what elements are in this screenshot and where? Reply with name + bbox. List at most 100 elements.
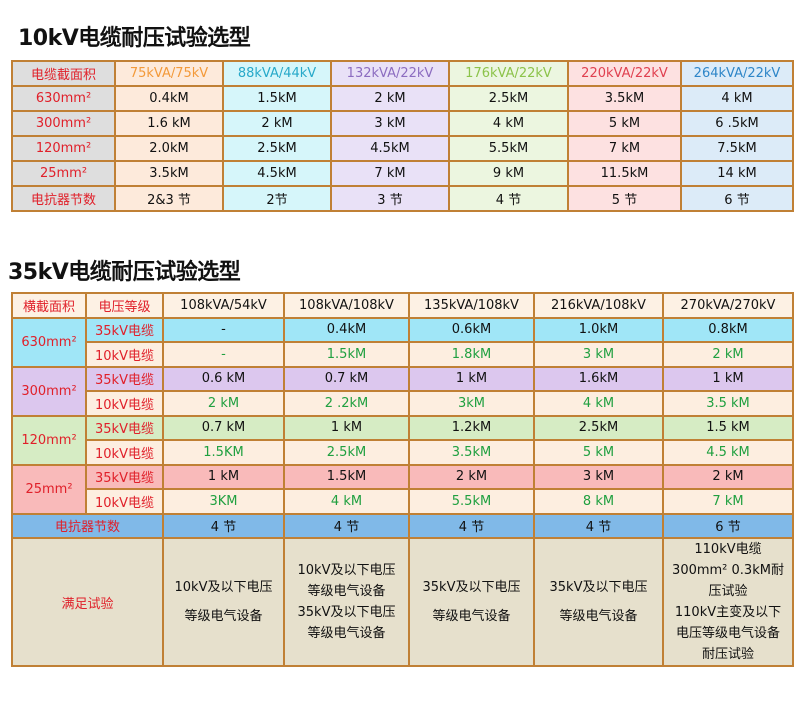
data-cell: 4 节	[448, 185, 569, 212]
satisfy-line: 10kV及以下电压	[174, 580, 273, 595]
data-cell: 0.6kM	[408, 316, 535, 343]
satisfy-line: 35kV及以下电压	[549, 580, 648, 595]
satisfy-line: 等级电气设备	[307, 584, 386, 599]
row-label: 300mm²	[11, 110, 116, 137]
data-cell: 4 kM	[680, 85, 794, 112]
data-cell: 5 节	[567, 185, 682, 212]
data-cell: 1 kM	[283, 414, 410, 441]
data-cell: 4.5kM	[330, 135, 450, 162]
data-cell: 14 kM	[680, 160, 794, 187]
data-cell: 0.7 kM	[162, 414, 285, 441]
data-cell: 1 kM	[162, 463, 285, 490]
data-cell: 1.5KM	[162, 439, 285, 466]
reactor-label: 电抗器节数	[11, 512, 164, 539]
data-cell: 9 kM	[448, 160, 569, 187]
header-cell: 220kVA/22kV	[567, 60, 682, 87]
satisfy-label: 满足试验	[11, 537, 164, 667]
data-cell: 7 kM	[567, 135, 682, 162]
data-cell: 6 .5kM	[680, 110, 794, 137]
satisfy-cell: 10kV及以下电压 等级电气设备	[162, 537, 285, 667]
satisfy-line: 35kV及以下电压	[422, 580, 521, 595]
satisfy-line: 等级电气设备	[432, 609, 511, 624]
data-cell: 2.5kM	[533, 414, 664, 441]
satisfy-line: 电压等级电气设备	[675, 626, 780, 641]
satisfy-line: 110kV主变及以下	[674, 605, 782, 620]
table-row: 10kV电缆 2 kM 2 .2kM 3kM 4 kM 3.5 kM	[12, 390, 794, 417]
satisfy-row: 满足试验 10kV及以下电压 等级电气设备 10kV及以下电压 等级电气设备 35kV及以…	[11, 537, 794, 667]
table-35kv-selection: 横截面积 电压等级 108kVA/54kV 108kVA/108kV 135kVA/10…	[11, 292, 794, 667]
data-cell: 1.5 kM	[662, 414, 794, 441]
data-cell: 3kM	[408, 390, 535, 417]
voltage-level-cell: 10kV电缆	[85, 390, 164, 417]
data-cell: 7 kM	[330, 160, 450, 187]
row-label: 25mm²	[11, 160, 116, 187]
data-cell: 7 kM	[662, 488, 794, 515]
data-cell: 5.5kM	[408, 488, 535, 515]
data-cell: 2&3 节	[114, 185, 224, 212]
header-cell: 电压等级	[85, 292, 164, 319]
row-label: 电抗器节数	[11, 185, 116, 212]
table-row: 120mm² 2.0kM 2.5kM 4.5kM 5.5kM 7 kM 7.5kM	[11, 135, 794, 162]
table-row: 300mm² 1.6 kM 2 kM 3 kM 4 kM 5 kM 6 .5kM	[11, 110, 794, 137]
data-cell: 4 节	[408, 512, 535, 539]
data-cell: 6 节	[680, 185, 794, 212]
data-cell: 1.0kM	[533, 316, 664, 343]
data-cell: 5 kM	[567, 110, 682, 137]
satisfy-line: 等级电气设备	[307, 626, 386, 641]
area-cell: 630mm²	[11, 316, 87, 368]
area-cell: 300mm²	[11, 365, 87, 417]
data-cell: 1.8kM	[408, 341, 535, 368]
voltage-level-cell: 35kV电缆	[85, 365, 164, 392]
table-row: 120mm² 35kV电缆 0.7 kM 1 kM 1.2kM 2.5kM 1.5 kM	[11, 414, 794, 466]
satisfy-line: 110kV电缆	[694, 542, 762, 557]
data-cell: 3 kM	[533, 341, 664, 368]
voltage-level-cell: 35kV电缆	[85, 316, 164, 343]
data-cell: 3KM	[162, 488, 285, 515]
table-row: 25mm² 3.5kM 4.5kM 7 kM 9 kM 11.5kM 14 kM	[11, 160, 794, 187]
row-label: 120mm²	[11, 135, 116, 162]
header-cell: 108kVA/54kV	[162, 292, 285, 319]
header-cell: 75kVA/75kV	[114, 60, 224, 87]
data-cell: 2 .2kM	[283, 390, 410, 417]
row-label: 630mm²	[11, 85, 116, 112]
satisfy-line: 压试验	[708, 584, 748, 599]
data-cell: 0.8kM	[662, 316, 794, 343]
table-row: 300mm² 35kV电缆 0.6 kM 0.7 kM 1 kM 1.6kM 1 kM	[11, 365, 794, 417]
header-cell: 176kVA/22kV	[448, 60, 569, 87]
header-cell: 132kVA/22kV	[330, 60, 450, 87]
data-cell: 1.6kM	[533, 365, 664, 392]
satisfy-cell: 10kV及以下电压 等级电气设备 35kV及以下电压 等级电气设备	[283, 537, 410, 667]
data-cell: 2 kM	[662, 341, 794, 368]
data-cell: 2 kM	[662, 463, 794, 490]
data-cell: 1.5kM	[283, 463, 410, 490]
data-cell: 2 kM	[162, 390, 285, 417]
header-cell: 88kVA/44kV	[222, 60, 332, 87]
data-cell: 4 节	[283, 512, 410, 539]
voltage-level-cell: 35kV电缆	[85, 414, 164, 441]
data-cell: 1 kM	[408, 365, 535, 392]
data-cell: 2.0kM	[114, 135, 224, 162]
data-cell: 3 节	[330, 185, 450, 212]
header-cell: 216kVA/108kV	[533, 292, 664, 319]
data-cell: 1 kM	[662, 365, 794, 392]
data-cell: 1.5kM	[222, 85, 332, 112]
table-row: 25mm² 35kV电缆 1 kM 1.5kM 2 kM 3 kM 2 kM	[11, 463, 794, 515]
area-cell: 25mm²	[11, 463, 87, 515]
table-row: 10kV电缆 -1.5kM 1.8kM 3 kM 2 kM	[12, 341, 794, 368]
data-cell: 2.5kM	[222, 135, 332, 162]
data-cell: 2 kM	[330, 85, 450, 112]
data-cell: 3.5kM	[408, 439, 535, 466]
data-cell: 1.2kM	[408, 414, 535, 441]
data-cell: 4 kM	[283, 488, 410, 515]
satisfy-line: 10kV及以下电压	[297, 563, 396, 578]
header-cell: 108kVA/108kV	[283, 292, 410, 319]
satisfy-cell: 35kV及以下电压 等级电气设备	[533, 537, 664, 667]
data-cell: 0.4kM	[283, 316, 410, 343]
voltage-level-cell: 10kV电缆	[85, 341, 164, 368]
data-cell: 0.7 kM	[283, 365, 410, 392]
header-cell: 横截面积	[11, 292, 87, 319]
data-cell: 1.5kM	[283, 341, 410, 368]
data-cell: 4 节	[162, 512, 285, 539]
data-cell: 11.5kM	[567, 160, 682, 187]
